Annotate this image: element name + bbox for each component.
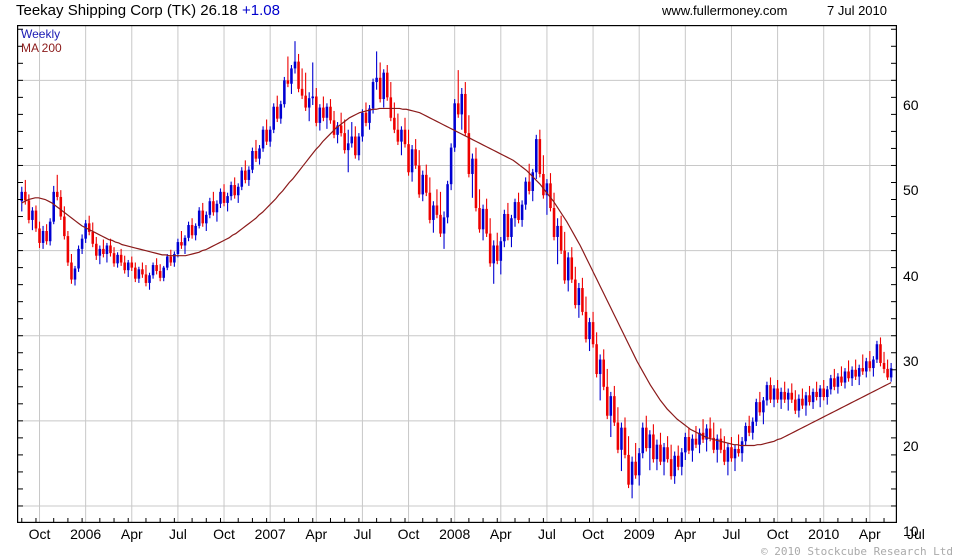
x-axis-tick-label: 2009	[623, 526, 655, 542]
x-axis-tick-label: Jul	[907, 526, 925, 542]
x-axis-tick-label: Oct	[582, 526, 604, 542]
website-label: www.fullermoney.com	[662, 3, 788, 18]
x-axis-tick-label: Jul	[722, 526, 741, 542]
x-axis-tick-label: Jul	[353, 526, 372, 542]
x-axis-tick-label: 2006	[70, 526, 102, 542]
legend-weekly: Weekly	[21, 27, 61, 41]
y-axis-tick-label: 10	[903, 522, 919, 539]
x-axis-tick-label: 2010	[808, 526, 840, 542]
y-axis-tick-label: 20	[903, 437, 919, 454]
x-axis-tick-label: 2008	[439, 526, 471, 542]
x-axis-tick-label: Jul	[168, 526, 187, 542]
chart-header: Teekay Shipping Corp (TK) 26.18 +1.08 ww…	[0, 0, 980, 24]
candlestick-series	[20, 41, 893, 499]
y-axis-labels: 10 20 30 40 50 60	[903, 25, 963, 539]
chart-date: 7 Jul 2010	[827, 3, 887, 18]
x-axis-tick-label: 2007	[254, 526, 286, 542]
instrument-name-price: Teekay Shipping Corp (TK) 26.18	[16, 2, 238, 19]
x-axis-tick-label: Jul	[537, 526, 556, 542]
plot-area	[17, 25, 897, 523]
x-axis-tick-label: Oct	[213, 526, 235, 542]
y-axis-tick-label: 50	[903, 182, 919, 199]
x-axis-tick-label: Apr	[305, 526, 328, 542]
y-axis-tick-label: 60	[903, 97, 919, 114]
x-axis-tick-label: Apr	[489, 526, 512, 542]
horizontal-gridlines	[18, 79, 896, 507]
x-axis-tick-label: Oct	[28, 526, 51, 542]
copyright-notice: © 2010 Stockcube Research Ltd	[761, 545, 954, 558]
axis-ticks	[18, 28, 896, 523]
x-axis-labels: Oct 2006 Apr Jul Oct 2007 Apr Jul Oct 2008 Apr Jul O…	[0, 526, 980, 546]
major-gridlines	[39, 26, 871, 522]
x-axis-tick-label: Apr	[120, 526, 143, 542]
plot-frame	[17, 25, 897, 523]
instrument-title: Teekay Shipping Corp (TK) 26.18 +1.08	[16, 2, 280, 19]
ma200-line	[21, 107, 892, 447]
chart-legend: Weekly MA 200	[21, 27, 62, 55]
price-change: +1.08	[241, 2, 280, 19]
x-axis-tick-label: Oct	[766, 526, 789, 542]
y-axis-tick-label: 30	[903, 352, 919, 369]
legend-ma200: MA 200	[21, 41, 62, 55]
x-axis-tick-label: Oct	[397, 526, 420, 542]
x-axis-tick-label: Apr	[858, 526, 881, 542]
x-axis-tick-label: Apr	[674, 526, 697, 542]
chart-canvas	[17, 25, 897, 523]
y-axis-tick-label: 40	[903, 267, 919, 284]
